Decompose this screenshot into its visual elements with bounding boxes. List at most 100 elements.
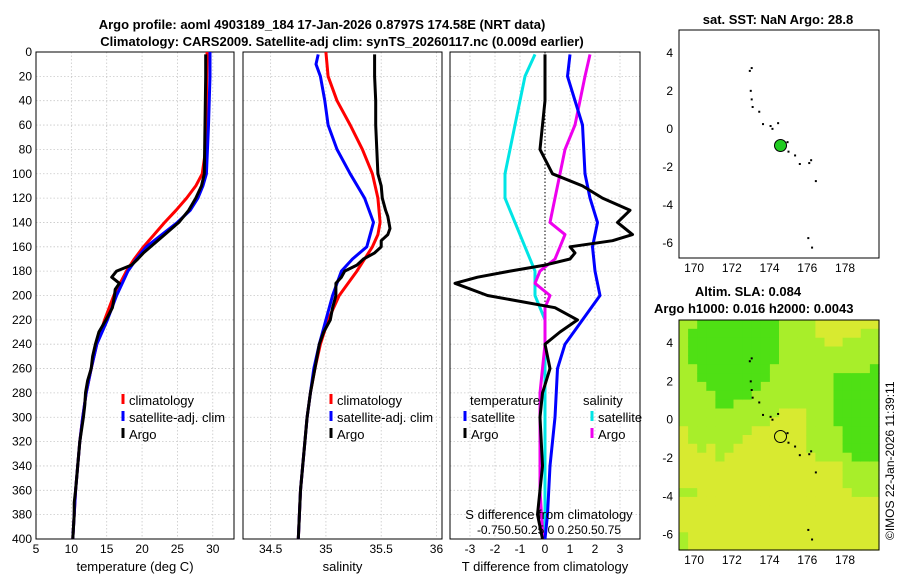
figure-title-line1: Argo profile: aoml 4903189_184 17-Jan-20…	[99, 17, 546, 32]
sla-cell	[751, 435, 762, 445]
sla-cell	[797, 399, 807, 409]
sla-cell	[724, 523, 735, 533]
sla-cell	[815, 373, 826, 383]
legend-label: satellite	[471, 410, 515, 425]
sla-cell	[815, 364, 826, 374]
sla-cell	[779, 417, 789, 427]
sla-cell	[715, 417, 726, 427]
sla-cell	[779, 532, 789, 542]
y-tick-label: 2	[666, 374, 673, 388]
island-mark	[749, 380, 752, 383]
sla-cell	[833, 461, 844, 471]
sla-cell	[724, 381, 735, 392]
sla-cell	[706, 328, 716, 339]
sla-cell	[815, 443, 826, 454]
sla-cell	[806, 488, 816, 498]
sla-cell	[769, 337, 780, 348]
sla-cell	[679, 461, 689, 471]
sla-cell	[797, 381, 807, 392]
sla-cell	[715, 461, 726, 471]
sla-cell	[851, 435, 862, 445]
island-mark	[807, 528, 810, 531]
sla-cell	[715, 320, 726, 330]
x-axis-label: salinity	[323, 559, 363, 574]
y-tick-label: 40	[19, 94, 33, 108]
sla-cell	[760, 496, 771, 507]
sla-cell	[742, 488, 753, 498]
sla-cell	[760, 488, 771, 498]
sla-cell	[751, 496, 762, 507]
sla-cell	[760, 381, 771, 392]
sla-cell	[860, 337, 871, 348]
sla-cell	[751, 505, 762, 516]
sla-cell	[679, 381, 689, 392]
sla-cell	[742, 337, 753, 348]
sla-cell	[869, 417, 880, 427]
sla-cell	[779, 364, 789, 374]
sla-cell	[724, 346, 735, 356]
sla-cell	[697, 328, 707, 339]
sla-cell	[842, 505, 853, 516]
sla-cell	[779, 461, 789, 471]
sla-cell	[769, 443, 780, 454]
sla-cell	[697, 390, 707, 401]
sla-cell	[724, 364, 735, 374]
sla-cell	[860, 426, 871, 436]
sla-cell	[769, 470, 780, 480]
sla-cell	[788, 443, 798, 454]
sla-cell	[851, 364, 862, 374]
island-mark	[794, 154, 797, 157]
sla-cell	[779, 355, 789, 365]
sla-cell	[815, 337, 826, 348]
sla-cell	[679, 364, 689, 374]
sla-cell	[797, 355, 807, 365]
sla-cell	[706, 505, 716, 516]
sla-cell	[824, 443, 835, 454]
sla-cell	[797, 461, 807, 471]
sla-cell	[788, 337, 798, 348]
island-mark	[750, 357, 753, 360]
sla-cell	[760, 435, 771, 445]
sla-cell	[842, 364, 853, 374]
sla-cell	[806, 426, 816, 436]
island-mark	[787, 441, 790, 444]
sla-cell	[851, 408, 862, 418]
sla-cell	[742, 417, 753, 427]
sla-cell	[851, 461, 862, 471]
figure-title-line2: Climatology: CARS2009. Satellite-adj cli…	[100, 34, 583, 49]
sla-cell	[688, 337, 698, 348]
sla-cell	[779, 390, 789, 401]
sla-cell	[724, 470, 735, 480]
sla-cell	[833, 381, 844, 392]
y-tick-label: 400	[12, 532, 32, 546]
x-tick-label: 2	[592, 542, 599, 556]
sla-cell	[851, 541, 862, 551]
sla-cell	[824, 337, 835, 348]
sla-cell	[815, 381, 826, 392]
sla-cell	[751, 514, 762, 524]
sla-cell	[679, 426, 689, 436]
y-tick-label: 4	[666, 46, 673, 60]
sla-cell	[806, 399, 816, 409]
island-mark	[758, 401, 761, 404]
sla-cell	[860, 355, 871, 365]
x-tick-label: 1	[567, 542, 574, 556]
sla-cell	[679, 505, 689, 516]
sla-cell	[869, 470, 880, 480]
sla-cell	[724, 452, 735, 463]
sla-cell	[815, 479, 826, 489]
sla-cell	[715, 408, 726, 418]
sla-cell	[760, 320, 771, 330]
sla-cell	[769, 417, 780, 427]
sla-cell	[715, 505, 726, 516]
sla-cell	[751, 355, 762, 365]
sla-cell	[679, 346, 689, 356]
sla-cell	[797, 390, 807, 401]
sla-cell	[779, 479, 789, 489]
sla-cell	[779, 505, 789, 516]
sla-cell	[860, 435, 871, 445]
sla-cell	[688, 373, 698, 383]
sla-cell	[842, 488, 853, 498]
sla-cell	[697, 532, 707, 542]
